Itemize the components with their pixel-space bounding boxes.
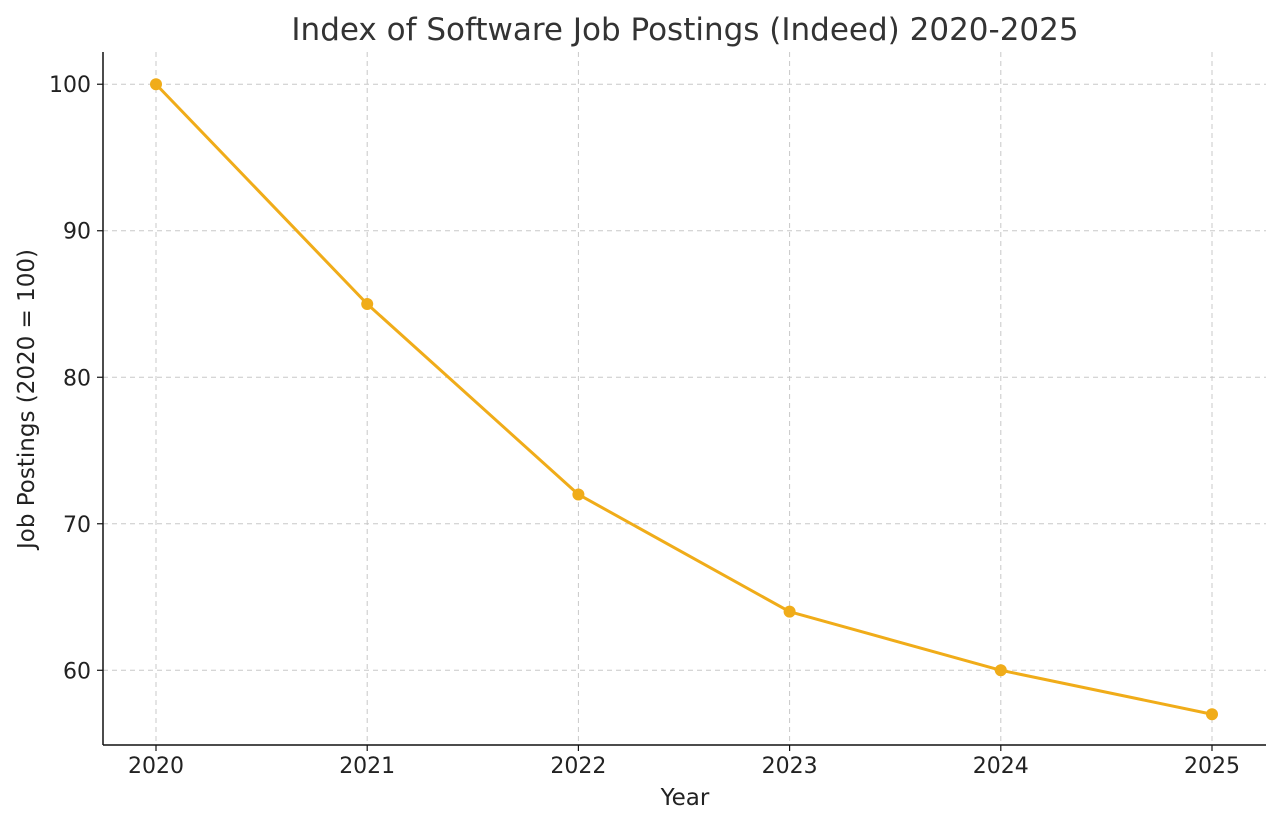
- y-tick-label-70: 70: [63, 513, 91, 538]
- ticks: 2020 2021 2022 2023 2024 2025 60 70 80 90 100: [49, 73, 1240, 779]
- data-point-2023: [783, 605, 796, 618]
- data-point-2020: [150, 78, 162, 91]
- x-tick-label-2023: 2023: [762, 754, 818, 779]
- series-line-0: [154, 82, 1214, 716]
- y-axis-label: Job Postings (2020 = 100): [14, 249, 40, 551]
- data-point-2024: [994, 664, 1007, 677]
- axes: [102, 52, 1266, 746]
- y-tick-label-90: 90: [63, 220, 91, 245]
- chart-title: Index of Software Job Postings (Indeed) …: [291, 12, 1078, 48]
- x-tick-label-2022: 2022: [550, 754, 606, 779]
- x-tick-label-2020: 2020: [128, 754, 184, 779]
- y-tick-label-100: 100: [49, 73, 91, 98]
- grid: [103, 52, 1266, 745]
- data-point-2025: [1206, 708, 1218, 721]
- data-point-2021: [361, 298, 374, 310]
- x-tick-label-2025: 2025: [1184, 754, 1240, 779]
- data-point-2022: [572, 488, 585, 501]
- y-tick-label-80: 80: [63, 366, 91, 391]
- x-axis-label: Year: [660, 785, 710, 811]
- series-layer: [150, 78, 1218, 721]
- x-tick-label-2021: 2021: [339, 754, 395, 779]
- x-tick-label-2024: 2024: [973, 754, 1029, 779]
- y-tick-label-60: 60: [63, 659, 91, 684]
